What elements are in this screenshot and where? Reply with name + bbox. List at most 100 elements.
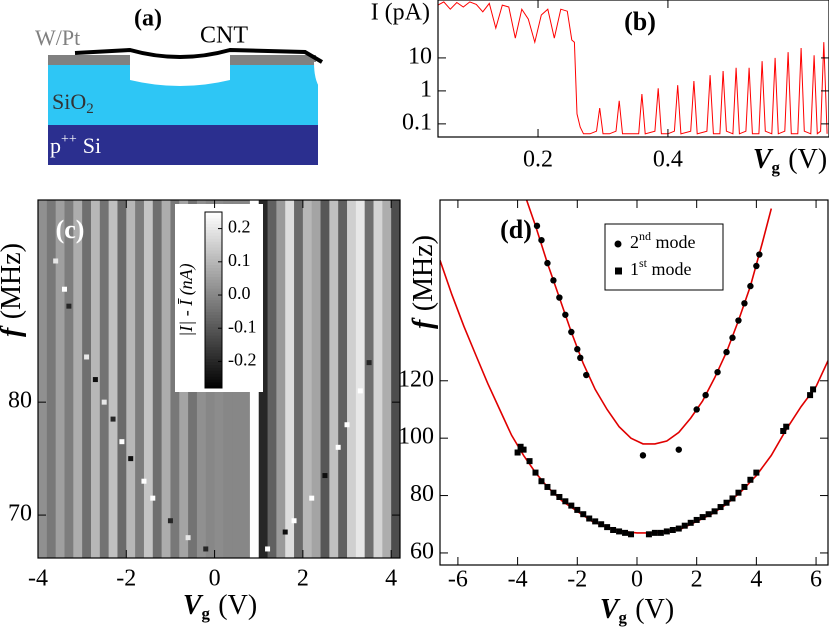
colorbar-step <box>205 376 222 380</box>
colorbar-step <box>205 282 222 286</box>
axis-symbol: f <box>408 317 439 329</box>
colorbar-tick-label: 0.2 <box>228 217 251 237</box>
resonance-point <box>309 495 315 501</box>
heatmap-cell <box>373 200 383 558</box>
resonance-point <box>84 354 90 360</box>
panel-label: (a) <box>134 6 162 32</box>
data-point <box>520 446 527 453</box>
colorbar-step <box>205 238 222 242</box>
legend-label-part: st <box>639 256 648 270</box>
resonance-point <box>335 444 341 450</box>
trench <box>130 55 230 86</box>
heatmap-cell <box>302 200 313 558</box>
colorbar-step <box>205 223 222 228</box>
colorbar-step <box>205 264 222 269</box>
heatmap-cell <box>108 200 118 558</box>
data-point <box>741 483 748 490</box>
colorbar-step <box>205 235 222 239</box>
data-point <box>556 493 563 500</box>
data-point <box>556 294 563 301</box>
colorbar-step <box>205 276 222 280</box>
axis-unit: (MHz) <box>408 235 439 311</box>
colorbar-step <box>205 361 222 365</box>
colorbar-step <box>205 261 222 266</box>
resonance-point <box>110 416 116 422</box>
colorbar-step <box>205 323 222 327</box>
colorbar-step <box>205 302 222 307</box>
data-line <box>438 1 828 135</box>
colorbar-step <box>205 217 222 222</box>
data-point <box>568 502 575 509</box>
axis-unit: (MHz) <box>0 243 27 319</box>
data-point <box>735 317 742 324</box>
data-point <box>747 476 754 483</box>
substrate-rest: Si <box>83 133 101 158</box>
data-point <box>756 251 763 258</box>
colorbar-step <box>205 232 222 236</box>
data-point <box>717 504 724 511</box>
x-tick-label: 0 <box>631 567 643 593</box>
data-point <box>741 300 748 307</box>
colorbar-step <box>205 300 222 304</box>
data-point <box>586 515 593 522</box>
data-point <box>538 236 545 244</box>
colorbar-step <box>205 373 222 377</box>
nanotube-label: CNT <box>200 23 248 49</box>
resonance-point <box>61 286 67 292</box>
metal-label: W/Pt <box>35 25 80 50</box>
data-point <box>533 222 541 230</box>
colorbar-step <box>205 285 222 289</box>
axis-symbol: V <box>753 144 774 175</box>
colorbar-step <box>205 341 222 345</box>
axis-subscript: g <box>202 604 211 623</box>
legend-label: 1st mode <box>630 256 692 279</box>
colorbar-step <box>205 355 222 360</box>
oxide-label: SiO2 <box>52 89 94 117</box>
legend-label-part: nd <box>639 229 651 243</box>
data-point <box>538 478 545 485</box>
x-tick-label: 4 <box>750 567 762 593</box>
resonance-point <box>322 473 328 479</box>
y-tick-label: 60 <box>410 538 434 564</box>
y-tick-label: 70 <box>8 501 32 527</box>
data-point <box>780 427 787 434</box>
colorbar-step <box>205 220 222 225</box>
axis-symbol: f <box>0 325 27 337</box>
axis-subscript: g <box>619 608 628 627</box>
data-point <box>687 519 694 526</box>
colorbar-step <box>205 367 222 371</box>
colorbar-step <box>205 311 222 316</box>
colorbar-step <box>205 352 222 357</box>
colorbar-step <box>205 294 222 298</box>
data-point <box>711 508 718 515</box>
colorbar-step <box>205 297 222 301</box>
data-point <box>580 511 587 518</box>
resonance-point <box>291 518 297 524</box>
heatmap-cell <box>99 200 110 558</box>
resonance-point <box>141 478 147 484</box>
colorbar-label: |I| - Ī (nA) <box>176 263 197 336</box>
panel-label: (d) <box>500 215 532 244</box>
heatmap-cell <box>46 200 57 558</box>
x-tick-label: -2 <box>116 566 136 592</box>
heatmap-cell <box>82 200 92 558</box>
data-point <box>550 489 557 496</box>
data-point <box>681 522 688 529</box>
x-tick-label: -4 <box>508 567 528 593</box>
colorbar-step <box>205 326 222 330</box>
axis-label: Vg (V) <box>753 144 827 176</box>
data-point <box>622 529 629 536</box>
resonance-point <box>128 456 134 462</box>
data-point <box>723 348 730 356</box>
y-tick-label: 80 <box>8 388 32 414</box>
data-point <box>574 346 581 353</box>
colorbar-step <box>205 317 222 321</box>
colorbar-step <box>205 244 222 248</box>
heatmap-cell <box>276 200 286 558</box>
colorbar-step <box>205 250 222 254</box>
resonance-point <box>265 546 271 552</box>
colorbar-step <box>205 344 222 348</box>
data-point <box>544 483 551 490</box>
data-point <box>699 514 706 521</box>
